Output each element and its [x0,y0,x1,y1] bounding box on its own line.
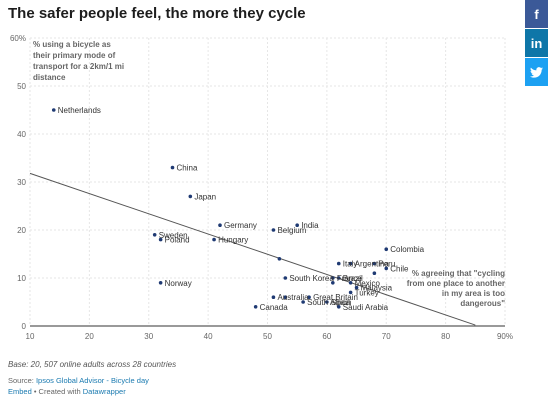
data-point[interactable] [283,276,288,280]
point-label: Netherlands [58,106,101,115]
grid-lines [29,37,506,327]
x-tick-label: 60 [322,332,331,341]
x-tick-label: 90% [497,332,513,341]
data-point[interactable] [307,295,311,300]
point-label: Great Britain [313,293,358,302]
point-label: Germany [224,221,257,230]
data-point[interactable] [188,194,193,199]
data-point[interactable] [170,165,175,170]
point-label: Mexico [355,279,381,288]
data-point[interactable] [354,285,359,290]
point-label: Turkey [355,288,379,297]
data-point[interactable] [331,276,335,280]
data-point[interactable] [212,237,216,242]
base-note: Base: 20, 507 online adults across 28 co… [8,360,177,369]
data-point[interactable] [271,228,276,232]
created-with-text: • Created with [31,387,83,396]
datawrapper-link[interactable]: Datawrapper [82,387,126,396]
y-tick-label: 30 [17,178,26,187]
point-label: South Korea [289,274,334,283]
data-points [51,108,389,309]
data-point[interactable] [384,266,389,271]
point-label: South Africa [307,298,351,307]
data-point[interactable] [253,305,258,309]
data-point[interactable] [372,271,377,276]
point-label: Italy [343,260,358,269]
linkedin-share-button[interactable]: in [525,29,548,57]
x-axis-label: % agreeing that "cycling from one place t… [407,269,505,308]
point-label: Canada [260,303,289,312]
point-label: Chile [390,264,409,273]
data-point[interactable] [51,108,56,112]
y-tick-label: 10 [17,274,26,283]
x-tick-label: 80 [441,332,450,341]
data-point[interactable] [348,261,353,266]
x-tick-label: 40 [204,332,213,341]
x-tick-label: 30 [144,332,153,341]
point-label: China [177,164,198,173]
data-point[interactable] [295,223,299,227]
linkedin-icon: in [530,35,543,51]
y-tick-label: 50 [17,82,26,91]
y-tick-label: 0 [22,322,27,331]
point-label: Hungary [218,236,248,245]
data-point[interactable] [277,257,282,261]
point-label: Argentina [355,260,390,269]
point-label: Norway [165,279,192,288]
point-label: India [301,221,319,230]
data-point[interactable] [348,290,353,295]
social-share-bar: f in [525,0,548,87]
data-point[interactable] [271,295,276,300]
y-tick-label: 40 [17,130,26,139]
source-link[interactable]: Ipsos Global Advisor - Bicycle day [35,376,149,385]
data-point[interactable] [218,223,222,227]
point-label: Belgium [277,226,306,235]
point-label: Brazil [343,274,363,283]
x-tick-label: 20 [85,332,94,341]
point-label: Sweden [159,231,188,240]
data-point[interactable] [336,276,341,280]
data-point[interactable] [348,281,353,285]
point-label: Saudi Arabia [343,303,389,312]
point-labels: Netherlands China Japan Germany BelgiumIndia… [58,106,425,312]
point-label: Australia [277,293,309,302]
trend-line [29,172,476,326]
point-label: Colombia [390,245,424,254]
point-label: Malaysia [361,284,393,293]
data-point[interactable] [301,300,305,304]
data-point[interactable] [384,247,389,251]
point-label: Peru [378,260,395,269]
source-line: Source: Ipsos Global Advisor - Bicycle d… [8,376,149,385]
data-point[interactable] [158,237,163,242]
data-point[interactable] [336,305,341,309]
data-point[interactable] [336,261,341,266]
embed-link[interactable]: Embed [8,387,32,396]
y-axis-label: % using a bicycle as their primary mode o… [33,40,124,82]
chart-title: The safer people feel, the more they cyc… [8,5,306,22]
y-tick-label: 20 [17,226,26,235]
facebook-share-button[interactable]: f [525,0,548,28]
x-tick-label: 50 [263,332,272,341]
embed-line: Embed • Created with Datawrapper [8,387,126,396]
facebook-icon: f [534,6,539,22]
x-tick-label: 70 [382,332,391,341]
twitter-share-button[interactable] [525,58,548,86]
data-point[interactable] [325,300,329,304]
y-tick-label: 60% [10,34,26,43]
data-point[interactable] [283,295,288,300]
data-point[interactable] [331,281,335,285]
source-prefix: Source: [8,376,36,385]
data-point[interactable] [152,233,157,237]
x-tick-label: 10 [26,332,35,341]
data-point[interactable] [372,261,377,266]
data-point[interactable] [158,281,163,285]
point-label: Japan [194,192,216,201]
twitter-icon [530,66,543,78]
point-label: Spain [331,298,351,307]
point-label: Poland [165,236,190,245]
point-label: France [337,274,362,283]
